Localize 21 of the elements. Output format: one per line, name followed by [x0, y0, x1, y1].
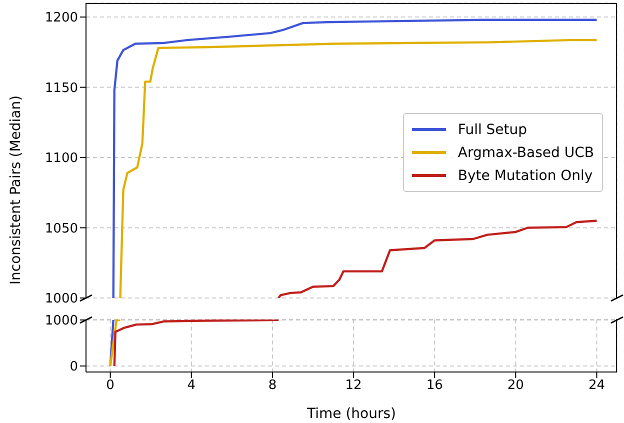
y-tick-label: 1000 — [44, 314, 78, 329]
x-tick-label: 4 — [187, 378, 196, 394]
y-tick-label: 1100 — [44, 151, 78, 166]
y-tick-label: 1150 — [44, 80, 78, 96]
x-tick-label: 20 — [507, 378, 524, 394]
y-tick-label: 1000 — [44, 292, 78, 307]
x-tick-label: 24 — [588, 378, 606, 394]
y-tick-label: 0 — [70, 360, 78, 375]
x-tick-label: 8 — [268, 378, 277, 394]
x-axis-title: Time (hours) — [306, 406, 396, 422]
y-tick-label: 1200 — [44, 10, 78, 26]
x-tick-label: 16 — [426, 378, 443, 394]
x-tick-label: 0 — [106, 378, 114, 394]
legend-label: Full Setup — [458, 122, 528, 138]
legend-label: Byte Mutation Only — [458, 168, 593, 184]
legend-label: Argmax-Based UCB — [458, 144, 594, 160]
x-tick-label: 12 — [345, 378, 362, 394]
line-series — [113, 320, 280, 368]
line-series — [277, 220, 598, 298]
y-tick-label: 1050 — [44, 221, 78, 236]
y-axis-title: Inconsistent Pairs (Median) — [8, 95, 24, 285]
